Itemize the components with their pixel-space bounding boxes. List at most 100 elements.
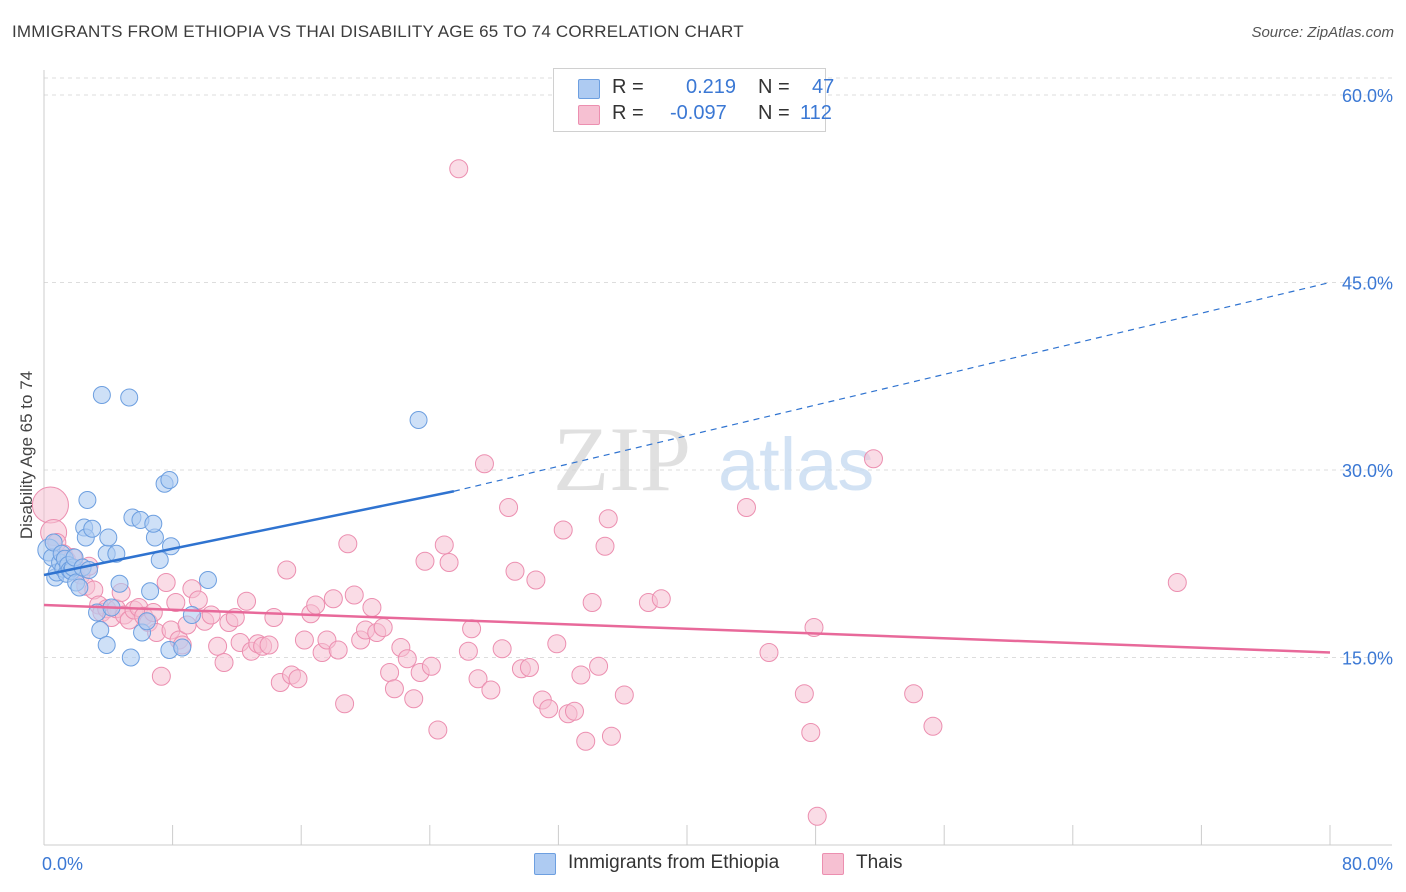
- thais-point: [214, 653, 234, 672]
- bottom-legend-label: Immigrants from Ethiopia: [568, 852, 780, 873]
- y-tick-label: 60.0%: [1342, 86, 1393, 106]
- thais-point: [306, 595, 326, 615]
- thais-point: [449, 159, 469, 179]
- thais-point: [468, 669, 488, 689]
- ethiopia-point: [110, 574, 129, 593]
- thais-point: [208, 636, 228, 656]
- thais-point: [614, 685, 634, 705]
- thais-point: [264, 608, 284, 627]
- ethiopia-trend-extension: [453, 281, 1331, 492]
- thais-point: [807, 806, 827, 826]
- ethiopia-point: [160, 471, 179, 489]
- ethiopia-point: [91, 621, 110, 639]
- x-tick-label: 80.0%: [1342, 854, 1393, 874]
- thais-point: [539, 699, 559, 719]
- thais-point: [338, 534, 358, 554]
- ethiopia-trend-line: [43, 490, 455, 577]
- thais-point: [576, 731, 596, 751]
- ethiopia-point: [121, 648, 140, 667]
- ethiopia-point: [70, 578, 89, 597]
- thais-point: [288, 669, 308, 689]
- x-tick-label: 0.0%: [42, 854, 83, 874]
- legend-r-value: 0.219: [686, 76, 737, 98]
- watermark-atlas: atlas: [718, 423, 874, 506]
- thais-point: [651, 589, 671, 609]
- thais-point: [380, 663, 400, 682]
- thais-point: [736, 498, 756, 517]
- ethiopia-point: [107, 544, 126, 563]
- legend-n-value: 47: [812, 76, 835, 98]
- thais-points: [31, 159, 1187, 826]
- chart-title: IMMIGRANTS FROM ETHIOPIA VS THAI DISABIL…: [12, 22, 744, 41]
- correlation-legend: R = 0.219 N = 47 R = -0.097 N = 112: [553, 68, 834, 132]
- ethiopia-point: [161, 537, 180, 556]
- thais-point: [804, 618, 824, 637]
- thais-point: [323, 589, 343, 609]
- thais-point: [151, 666, 171, 686]
- thais-point: [904, 684, 924, 704]
- thais-point: [589, 656, 609, 676]
- thais-point: [1167, 573, 1187, 592]
- ethiopia-point: [99, 528, 118, 547]
- thais-point: [259, 635, 279, 655]
- thais-point: [421, 656, 441, 676]
- ethiopia-point: [144, 514, 163, 533]
- thais-point: [166, 593, 186, 612]
- thais-point: [492, 639, 512, 659]
- thais-point: [526, 570, 546, 590]
- legend-swatch-pink: [578, 105, 600, 125]
- thais-point: [362, 598, 382, 617]
- ethiopia-point: [137, 612, 156, 631]
- bottom-legend-swatch-blue: [534, 853, 556, 875]
- legend-n-value: 112: [800, 102, 832, 124]
- thais-point: [553, 520, 573, 540]
- thais-point: [397, 649, 417, 669]
- y-tick-label: 45.0%: [1342, 274, 1393, 294]
- thais-point: [373, 618, 393, 637]
- legend-swatch-blue: [578, 79, 600, 99]
- thais-point: [759, 643, 779, 662]
- thais-point: [428, 720, 448, 740]
- legend-r-label: R =: [612, 102, 644, 124]
- thais-point: [481, 680, 501, 700]
- thais-point: [923, 716, 943, 736]
- axes: [43, 70, 1392, 846]
- thais-point: [156, 573, 176, 592]
- thais-point: [474, 454, 494, 474]
- legend-n-label: N =: [758, 102, 790, 124]
- thais-point: [499, 498, 519, 517]
- thais-point: [201, 605, 221, 625]
- thais-point: [595, 536, 615, 556]
- ethiopia-point: [78, 491, 97, 509]
- ethiopia-point: [97, 636, 116, 654]
- y-axis-label: Disability Age 65 to 74: [17, 371, 36, 539]
- thais-point: [547, 634, 567, 654]
- thais-point: [237, 591, 257, 611]
- ethiopia-point: [92, 386, 111, 404]
- thais-point: [404, 689, 424, 709]
- thais-point: [344, 585, 364, 605]
- thais-point: [439, 553, 459, 572]
- ethiopia-point: [120, 388, 139, 407]
- trend-lines: [43, 281, 1331, 654]
- thais-point: [384, 679, 404, 699]
- ethiopia-point: [150, 551, 169, 569]
- source-attribution: Source: ZipAtlas.com: [1251, 24, 1394, 41]
- legend-n-label: N =: [758, 76, 790, 98]
- bottom-legend-label: Thais: [856, 852, 903, 873]
- thais-point: [458, 641, 478, 661]
- thais-point: [294, 630, 314, 650]
- ethiopia-point: [198, 571, 217, 589]
- gridlines: [44, 77, 1392, 658]
- thais-point: [601, 726, 621, 746]
- thais-point: [564, 701, 584, 721]
- thais-point: [328, 640, 348, 660]
- legend-r-value: -0.097: [670, 102, 727, 124]
- thais-point: [277, 560, 297, 580]
- thais-point: [415, 551, 435, 571]
- thais-point: [582, 593, 602, 612]
- y-tick-label: 15.0%: [1342, 649, 1393, 669]
- ethiopia-point: [141, 582, 160, 601]
- y-tick-label: 30.0%: [1342, 461, 1393, 481]
